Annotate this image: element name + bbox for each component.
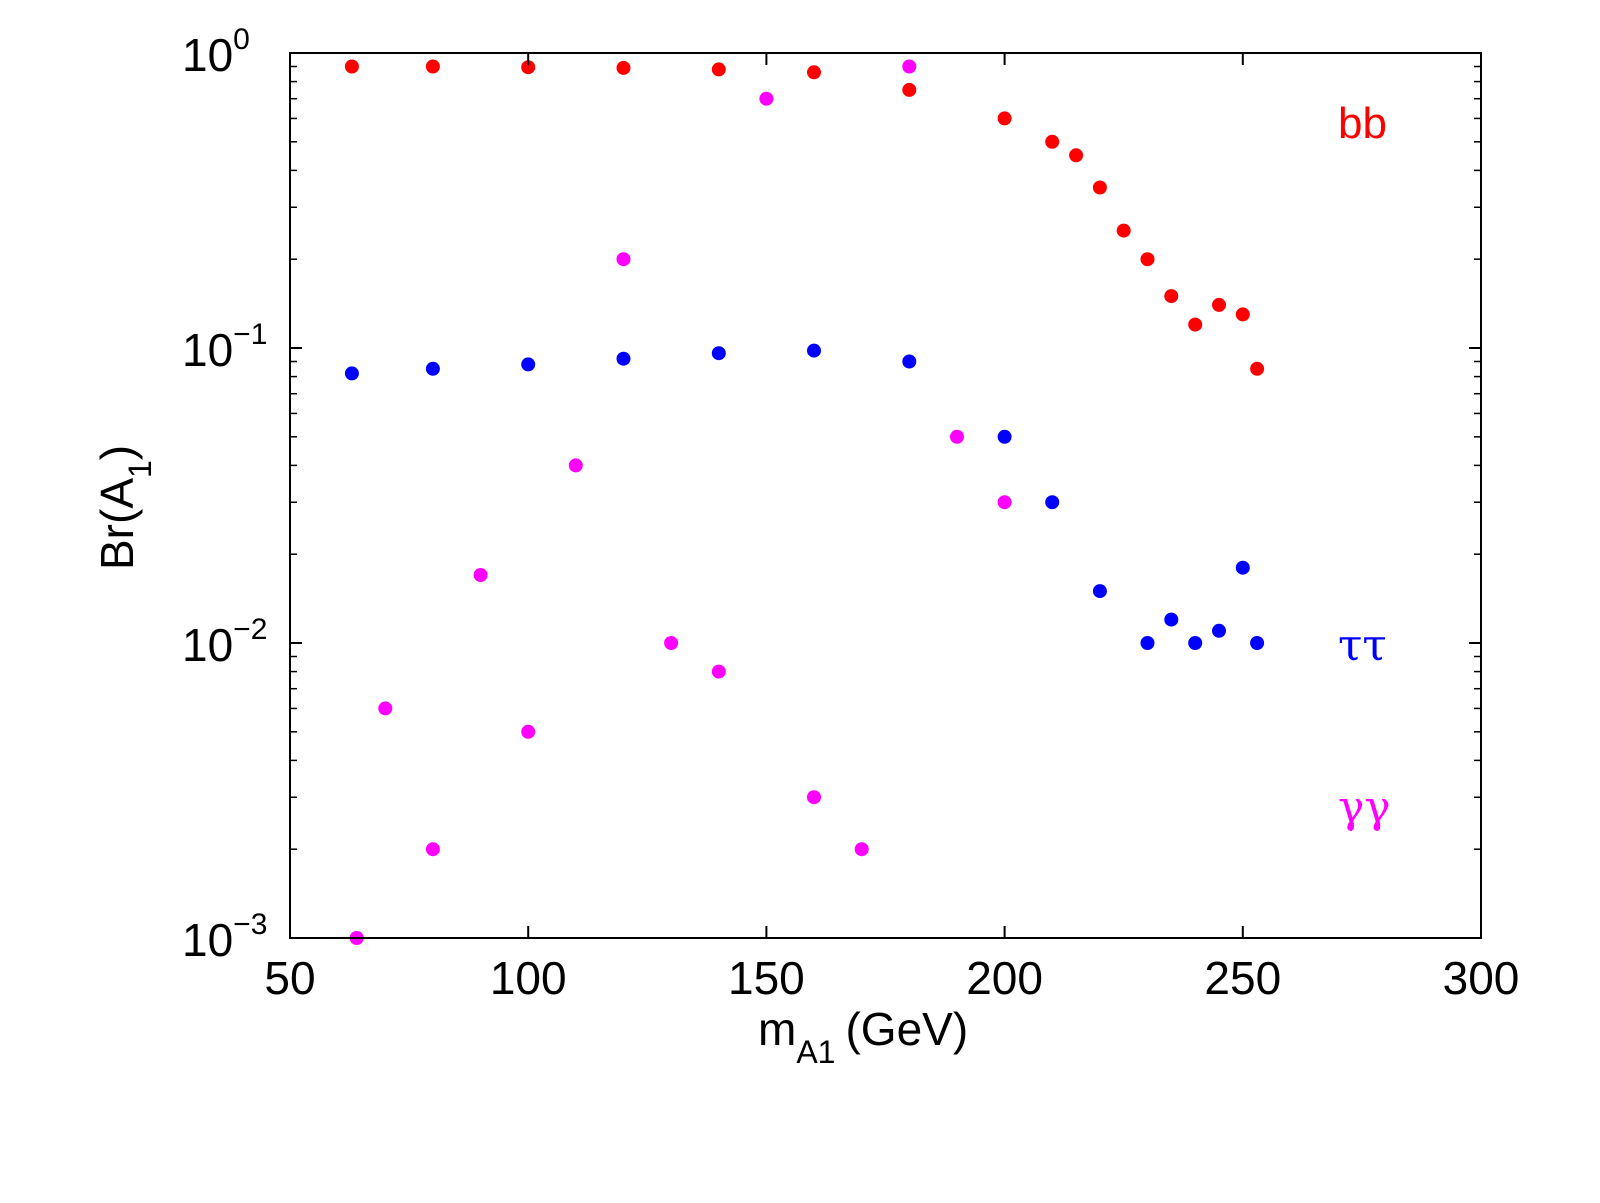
data-point [1140, 252, 1155, 267]
x-tick-label: 150 [728, 952, 805, 1004]
data-point [807, 65, 821, 80]
data-point [902, 82, 917, 97]
data-point [616, 351, 631, 366]
data-point [473, 568, 488, 582]
plot-background [290, 53, 1481, 938]
x-tick-label: 300 [1443, 952, 1520, 1004]
data-point [759, 91, 774, 106]
data-point [997, 429, 1012, 444]
data-point [854, 842, 869, 857]
data-point [807, 790, 821, 805]
data-point [902, 59, 917, 74]
data-point [711, 62, 726, 77]
data-point [1212, 623, 1226, 638]
series-1 [344, 343, 1265, 650]
ticks-layer: 50 100 150 200 250 300 100 10−1 10−2 10−3 [182, 23, 1519, 1004]
data-point [616, 252, 631, 267]
data-point [711, 346, 726, 361]
legend-bb: bb [1338, 99, 1387, 148]
data-point [568, 458, 583, 473]
data-point [711, 664, 726, 679]
series-2 [349, 59, 1012, 945]
data-point [950, 429, 964, 444]
x-tick-label: 50 [264, 952, 315, 1004]
data-point [997, 495, 1012, 510]
data-point [1250, 636, 1265, 650]
x-tick-label: 100 [490, 952, 567, 1004]
data-point [1164, 289, 1179, 304]
y-tick-label: 10−2 [182, 613, 267, 671]
data-point [616, 60, 631, 75]
x-tick-label: 200 [966, 952, 1043, 1004]
legend-gammagamma: γγ [1338, 782, 1391, 833]
data-point [521, 60, 536, 75]
y-axis-label: Br(A1) [91, 445, 158, 570]
data-point [378, 701, 393, 716]
data-point [1069, 148, 1084, 163]
data-point [664, 636, 679, 650]
data-point [1164, 612, 1179, 627]
data-point [1116, 223, 1131, 238]
data-point [521, 357, 536, 372]
data-point [425, 842, 440, 857]
data-point [1045, 134, 1060, 149]
data-point [344, 59, 359, 74]
data-point [1092, 180, 1107, 195]
data-point [807, 343, 821, 358]
data-point [902, 354, 917, 369]
data-point [1140, 636, 1155, 650]
series-layer [344, 59, 1265, 945]
y-tick-label: 10−1 [182, 318, 267, 376]
x-tick-label: 250 [1204, 952, 1281, 1004]
y-tick-label: 10−3 [182, 908, 267, 966]
data-point [1045, 495, 1060, 510]
data-point [521, 724, 536, 739]
legend-tautau: ττ [1338, 620, 1387, 671]
data-point [1188, 317, 1203, 332]
data-point [1188, 636, 1203, 650]
x-axis-label: mA1 (GeV) [758, 1003, 968, 1070]
data-point [1235, 307, 1250, 322]
data-point [425, 59, 440, 74]
data-point [425, 361, 440, 376]
y-tick-label: 100 [182, 23, 250, 81]
data-point [344, 366, 359, 381]
data-point [997, 111, 1012, 126]
data-point [1250, 361, 1265, 376]
data-point [1092, 584, 1107, 599]
plot-frame [289, 52, 1482, 939]
data-point [1235, 560, 1250, 575]
series-0 [344, 59, 1265, 376]
data-point [1212, 297, 1226, 312]
